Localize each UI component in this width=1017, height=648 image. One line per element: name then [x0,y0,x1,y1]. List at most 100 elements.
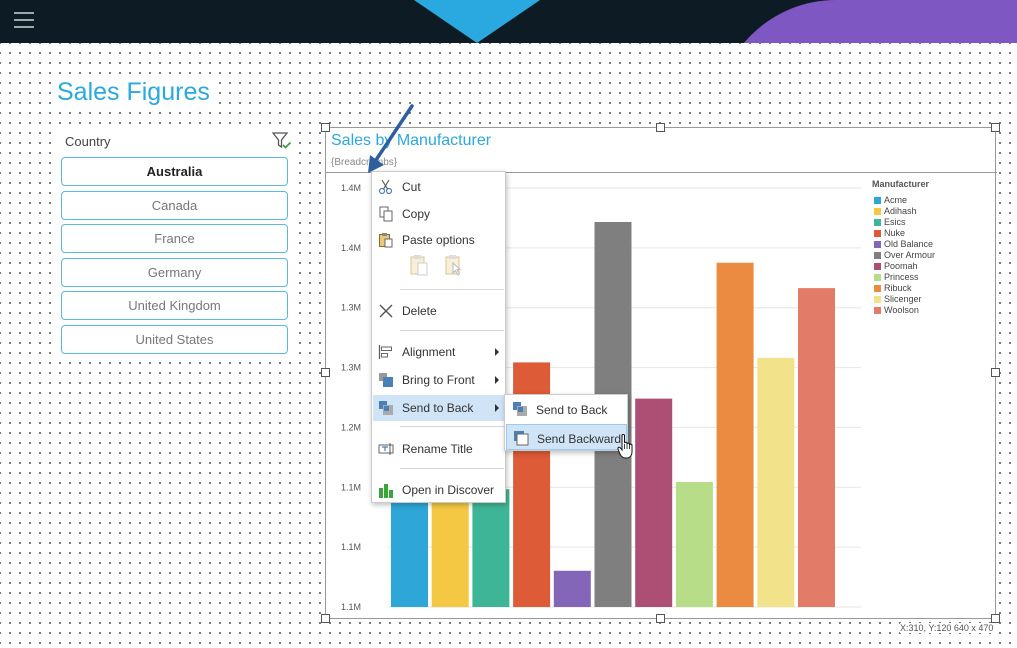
legend-item[interactable]: Acme [874,195,907,206]
legend-swatch [874,295,881,303]
menu-separator [400,330,504,331]
menu-label: Bring to Front [402,373,475,387]
submenu-label: Send Backward [537,432,622,446]
paste-keep-format-icon[interactable] [409,253,429,277]
submenu-item-send-backward[interactable]: Send Backward [506,424,627,450]
legend-item[interactable]: Woolson [874,305,919,316]
menu-separator [400,468,504,469]
legend-label: Nuke [884,228,906,238]
legend-item[interactable]: Adihash [874,206,917,217]
legend-swatch [874,196,881,204]
submenu-item-send-to-back[interactable]: Send to Back [506,396,627,422]
menu-label: Open in Discover [402,483,495,497]
bar-ribuck[interactable] [716,262,754,607]
annotation-arrow-icon [368,104,414,173]
menu-separator [400,289,504,290]
country-australia[interactable]: Australia [61,157,288,186]
top-bar [0,0,1017,43]
y-tick-label: 1.3M [341,303,361,313]
legend-title: Manufacturer [872,179,930,189]
submenu-label: Send to Back [536,403,608,417]
rename-icon [378,443,394,455]
copy-icon [379,206,393,222]
context-menu: Cut Copy Paste options Delete [371,171,506,503]
bar-slicenger[interactable] [757,357,795,607]
menu-label: Alignment [402,345,456,359]
legend-item[interactable]: Ribuck [874,283,912,294]
legend-item[interactable]: Slicenger [874,294,922,305]
bring-to-front-icon [379,373,393,387]
legend-item[interactable]: Princess [874,272,919,283]
chart-title[interactable]: Sales by Manufacturer [331,132,492,149]
country-united-states[interactable]: United States [61,325,288,354]
resize-handle-bottom-right[interactable] [991,614,1000,623]
bar-woolson[interactable] [798,288,835,607]
resize-handle-bottom-left[interactable] [321,614,330,623]
paste-text-only-icon[interactable] [444,253,464,277]
submenu-arrow-icon [495,376,499,384]
legend-label: Poomah [884,261,918,271]
menu-item-alignment[interactable]: Alignment [373,339,504,365]
hand-cursor-icon [617,434,633,459]
bar-poomah[interactable] [635,398,673,607]
send-to-back-icon [513,402,527,416]
menu-item-delete[interactable]: Delete [373,298,504,324]
legend-item[interactable]: Esics [874,217,906,228]
y-tick-label: 1.4M [341,183,361,193]
menu-item-paste-options[interactable]: Paste options [373,227,504,253]
send-to-back-icon [379,401,393,415]
menu-separator [400,426,504,427]
submenu-arrow-icon [495,348,499,356]
menu-item-copy[interactable]: Copy [373,201,504,227]
y-tick-label: 1.1M [341,602,361,612]
bar-princess[interactable] [675,481,713,607]
legend-swatch [874,284,881,292]
legend-swatch [874,306,881,314]
bar-esics[interactable] [472,489,510,607]
country-germany[interactable]: Germany [61,258,288,287]
country-united-kingdom[interactable]: United Kingdom [61,291,288,320]
hamburger-menu-icon[interactable] [14,12,34,30]
resize-handle-bottom[interactable] [656,614,665,623]
menu-label: Rename Title [402,442,473,456]
menu-item-rename-title[interactable]: Rename Title [373,436,504,462]
position-readout: X:310, Y:120 640 x 470 [900,623,994,633]
menu-item-send-to-back[interactable]: Send to Back [373,395,504,421]
resize-handle-right[interactable] [991,368,1000,377]
legend-label: Adihash [884,206,917,216]
legend-label: Esics [884,217,906,227]
menu-item-open-in-discover[interactable]: Open in Discover [373,477,504,503]
menu-item-cut[interactable]: Cut [373,174,504,200]
legend-swatch [874,262,881,270]
legend-item[interactable]: Nuke [874,228,905,239]
menu-label: Copy [402,207,431,221]
legend-item[interactable]: Over Armour [874,250,935,261]
y-tick-label: 1.1M [341,482,361,492]
brand-curve-decoration [716,0,1017,43]
menu-label: Paste options [402,233,475,247]
bar-old-balance[interactable] [553,570,591,607]
y-tick-label: 1.2M [341,422,361,432]
filter-clear-icon[interactable] [272,132,292,150]
menu-item-bring-to-front[interactable]: Bring to Front [373,367,504,393]
legend-item[interactable]: Old Balance [874,239,933,250]
paste-icon [379,233,393,248]
country-france[interactable]: France [61,224,288,253]
legend-label: Slicenger [884,294,922,304]
legend-swatch [874,218,881,226]
legend-item[interactable]: Poomah [874,261,918,272]
chart-breadcrumbs: {Breadcrumbs} [331,157,398,168]
y-tick-label: 1.3M [341,363,361,373]
send-backward-icon [514,431,529,446]
country-canada[interactable]: Canada [61,191,288,220]
menu-label: Cut [402,180,421,194]
resize-handle-top-right[interactable] [991,123,1000,132]
resize-handle-top-left[interactable] [321,123,330,132]
send-to-back-submenu: Send to Back Send Backward [504,394,628,451]
legend-swatch [874,251,881,259]
resize-handle-top[interactable] [656,123,665,132]
resize-handle-left[interactable] [321,368,330,377]
legend-label: Acme [884,195,908,205]
legend-label: Over Armour [884,250,936,260]
menu-label: Delete [402,304,437,318]
